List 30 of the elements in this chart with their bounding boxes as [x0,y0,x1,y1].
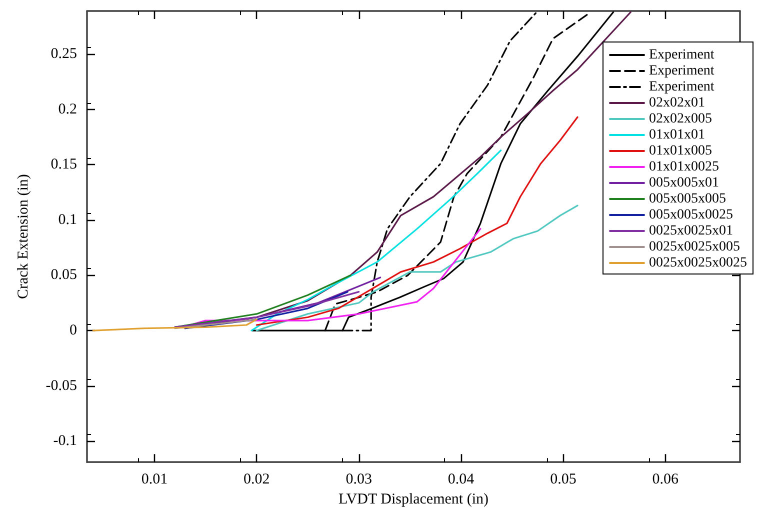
legend-label: 005x005x0025 [649,208,733,222]
x-axis-title: LVDT Displacement (in) [338,492,488,508]
legend-label: Experiment [649,64,714,78]
x-tick-label: 0.03 [346,472,372,488]
y-tick-label: 0.05 [50,267,77,284]
x-tick-label: 0.06 [652,472,680,488]
legend-label: Experiment [649,80,714,94]
legend-label: 0025x0025x0025 [649,256,747,270]
legend-label: 01x01x01 [649,128,705,142]
legend-label: 02x02x01 [649,96,705,110]
legend-label: 01x01x0025 [649,160,719,174]
y-tick-label: 0.15 [50,156,77,173]
legend-label: Experiment [649,48,714,62]
legend-label: 01x01x005 [649,144,712,158]
legend-label: 0025x0025x01 [649,224,733,238]
legend-label: 005x005x01 [649,176,719,190]
y-tick-label: 0.2 [58,101,77,118]
y-tick-label: -0.05 [46,378,77,394]
x-tick-label: 0.05 [550,472,576,488]
legend-label: 02x02x005 [649,112,712,126]
legend-label: 005x005x005 [649,192,726,206]
x-tick-label: 0.04 [448,472,475,488]
y-tick-label: 0 [70,322,77,339]
legend-label: 0025x0025x005 [649,240,740,254]
x-tick-label: 0.01 [141,472,168,488]
y-tick-label: 0.25 [50,46,77,62]
y-axis-title: Crack Extension (in) [16,174,32,300]
x-tick-label: 0.02 [244,472,270,488]
y-tick-label: -0.1 [53,433,77,450]
y-tick-label: 0.1 [58,212,77,228]
